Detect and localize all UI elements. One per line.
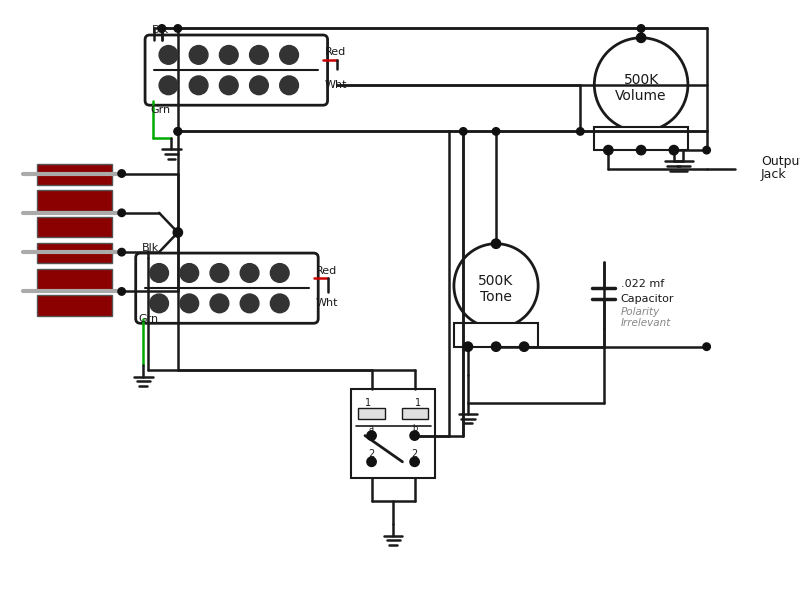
Text: Red: Red bbox=[315, 266, 337, 275]
Circle shape bbox=[150, 294, 169, 313]
Circle shape bbox=[158, 24, 166, 32]
Circle shape bbox=[190, 76, 208, 95]
Circle shape bbox=[219, 45, 238, 64]
Bar bbox=[38, 164, 112, 185]
Circle shape bbox=[638, 24, 645, 32]
Circle shape bbox=[180, 263, 198, 283]
Text: b: b bbox=[412, 424, 418, 433]
Circle shape bbox=[180, 294, 198, 313]
Circle shape bbox=[367, 457, 376, 467]
Circle shape bbox=[703, 343, 710, 350]
Circle shape bbox=[240, 294, 259, 313]
Circle shape bbox=[118, 170, 126, 177]
Circle shape bbox=[410, 431, 419, 440]
Circle shape bbox=[410, 457, 419, 467]
Circle shape bbox=[159, 76, 178, 95]
Circle shape bbox=[150, 263, 169, 283]
Circle shape bbox=[210, 263, 229, 283]
Circle shape bbox=[174, 24, 182, 32]
Text: Jack: Jack bbox=[761, 168, 786, 181]
Circle shape bbox=[270, 294, 289, 313]
Circle shape bbox=[669, 145, 678, 155]
Circle shape bbox=[367, 431, 376, 440]
Text: Tone: Tone bbox=[480, 290, 512, 304]
Text: Irrelevant: Irrelevant bbox=[621, 318, 671, 328]
Text: 500K: 500K bbox=[623, 73, 658, 87]
Circle shape bbox=[703, 147, 710, 154]
Text: Volume: Volume bbox=[615, 89, 667, 103]
Circle shape bbox=[159, 45, 178, 64]
Bar bbox=[594, 127, 688, 150]
Circle shape bbox=[491, 239, 501, 249]
Circle shape bbox=[190, 45, 208, 64]
Circle shape bbox=[280, 76, 298, 95]
Text: Polarity: Polarity bbox=[621, 307, 660, 317]
Text: a: a bbox=[369, 424, 374, 433]
Text: Output: Output bbox=[761, 155, 800, 168]
Circle shape bbox=[519, 342, 529, 352]
Text: Blk: Blk bbox=[142, 243, 159, 253]
Circle shape bbox=[250, 76, 268, 95]
FancyBboxPatch shape bbox=[136, 253, 318, 323]
Bar bbox=[38, 190, 112, 211]
Circle shape bbox=[280, 45, 298, 64]
Bar bbox=[358, 408, 385, 419]
Bar bbox=[38, 216, 112, 237]
Circle shape bbox=[637, 145, 646, 155]
Circle shape bbox=[594, 38, 688, 131]
Text: Red: Red bbox=[325, 48, 346, 57]
Circle shape bbox=[174, 128, 182, 135]
FancyBboxPatch shape bbox=[145, 35, 327, 105]
Circle shape bbox=[491, 342, 501, 352]
Text: 1: 1 bbox=[415, 398, 422, 408]
Circle shape bbox=[173, 228, 182, 237]
Circle shape bbox=[637, 33, 646, 42]
Text: Grn: Grn bbox=[138, 314, 158, 324]
Text: Capacitor: Capacitor bbox=[621, 294, 674, 304]
Bar bbox=[38, 295, 112, 316]
Circle shape bbox=[118, 209, 126, 216]
Bar bbox=[38, 243, 112, 263]
Circle shape bbox=[604, 145, 613, 155]
Text: 2: 2 bbox=[369, 449, 374, 460]
Bar bbox=[38, 269, 112, 290]
Circle shape bbox=[270, 263, 289, 283]
Circle shape bbox=[118, 288, 126, 295]
Text: 2: 2 bbox=[411, 449, 418, 460]
Circle shape bbox=[492, 128, 500, 135]
Text: .022 mf: .022 mf bbox=[621, 279, 664, 289]
Text: 500K: 500K bbox=[478, 274, 514, 288]
Circle shape bbox=[210, 294, 229, 313]
Circle shape bbox=[459, 128, 467, 135]
Circle shape bbox=[219, 76, 238, 95]
Circle shape bbox=[463, 342, 473, 352]
Text: 1: 1 bbox=[365, 398, 371, 408]
Text: Grn: Grn bbox=[150, 105, 171, 115]
Circle shape bbox=[240, 263, 259, 283]
Text: Wht: Wht bbox=[315, 298, 338, 308]
Circle shape bbox=[118, 249, 126, 256]
Bar bbox=[351, 389, 435, 478]
Circle shape bbox=[577, 128, 584, 135]
Bar bbox=[454, 323, 538, 347]
Circle shape bbox=[174, 128, 182, 135]
Circle shape bbox=[250, 45, 268, 64]
Circle shape bbox=[454, 244, 538, 328]
Text: Blk: Blk bbox=[152, 25, 169, 35]
Text: Wht: Wht bbox=[325, 80, 347, 90]
Bar bbox=[402, 408, 428, 419]
